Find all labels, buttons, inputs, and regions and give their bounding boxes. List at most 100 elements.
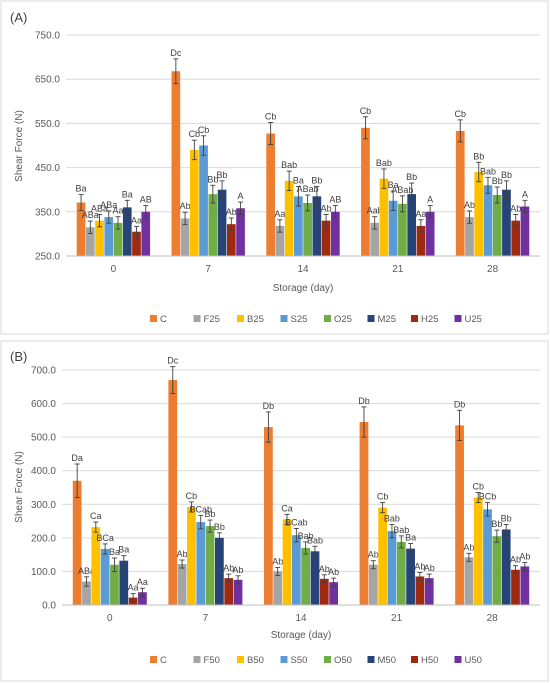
legend-label: S50 xyxy=(291,655,308,666)
bar xyxy=(199,145,208,256)
bar xyxy=(455,130,465,256)
legend-label: M25 xyxy=(378,314,396,325)
bar xyxy=(473,497,483,605)
panel-label: (B) xyxy=(10,349,27,364)
bar xyxy=(520,566,530,605)
bar-data-label: Bb xyxy=(492,176,503,186)
bar xyxy=(119,560,129,605)
bar xyxy=(263,427,273,605)
bar-data-label: Bab xyxy=(376,158,392,168)
y-tick-label: 250.0 xyxy=(35,252,60,263)
bar-data-label: ABab xyxy=(297,184,319,194)
bar xyxy=(387,531,397,605)
bar xyxy=(388,200,398,256)
bar xyxy=(501,529,511,605)
bar xyxy=(511,220,521,256)
y-tick-label: 650.0 xyxy=(35,75,60,86)
bar-data-label: ABa xyxy=(82,210,99,220)
bar xyxy=(329,582,339,605)
bar-data-label: ABa xyxy=(78,566,95,576)
bar-data-label: Ca xyxy=(90,511,102,521)
legend-label: U50 xyxy=(465,655,482,666)
bar-data-label: Ba xyxy=(118,545,129,555)
legend-label: O50 xyxy=(334,655,352,666)
legend-label: C xyxy=(160,655,167,666)
bar-data-label: Aa xyxy=(128,583,139,593)
bar xyxy=(171,71,181,256)
bar xyxy=(502,189,511,256)
bar xyxy=(168,380,178,605)
legend-swatch xyxy=(324,315,331,322)
bar xyxy=(72,480,82,605)
bar-data-label: Ab xyxy=(510,555,521,565)
y-tick-label: 0.0 xyxy=(42,601,56,612)
bar-data-label: Bb xyxy=(207,174,218,184)
bar xyxy=(187,506,196,605)
bar xyxy=(196,522,206,605)
x-tick-label: 21 xyxy=(392,264,404,275)
bar xyxy=(226,224,236,256)
bar-data-label: Ab xyxy=(272,556,283,566)
bar-data-label: Ab xyxy=(464,200,475,210)
bar-data-label: ABa xyxy=(100,200,117,210)
bar-data-label: Ab xyxy=(177,549,188,559)
x-axis-title: Storage (day) xyxy=(273,283,334,294)
bar xyxy=(91,527,101,605)
x-tick-label: 28 xyxy=(487,264,499,275)
bar xyxy=(177,564,187,605)
bar-data-label: Bb xyxy=(214,522,225,532)
bar-data-label: Ab xyxy=(414,561,425,571)
bar xyxy=(141,211,151,256)
bar xyxy=(465,217,474,256)
bar-data-label: Ca xyxy=(281,503,293,513)
legend-label: H25 xyxy=(421,314,438,325)
x-tick-label: 0 xyxy=(111,264,117,275)
bar xyxy=(398,203,407,256)
x-axis-title: Storage (day) xyxy=(271,630,332,641)
bar xyxy=(416,225,426,256)
bar xyxy=(520,206,530,256)
x-tick-label: 7 xyxy=(205,264,211,275)
x-tick-label: 14 xyxy=(295,613,307,624)
bar xyxy=(378,507,387,605)
bar-data-label: Aa xyxy=(113,206,124,216)
bar-data-label: Bb xyxy=(501,513,512,523)
bar-data-label: Aa xyxy=(415,209,426,219)
bar xyxy=(294,196,303,256)
y-tick-label: 550.0 xyxy=(35,119,60,130)
legend-swatch xyxy=(367,656,375,663)
bar-data-label: Aa xyxy=(137,577,148,587)
bar xyxy=(406,548,415,605)
bar xyxy=(236,208,245,256)
bar-data-label: BCab xyxy=(285,517,308,527)
bar-data-label: Ba xyxy=(388,180,399,190)
legend-label: H50 xyxy=(421,655,438,666)
bar xyxy=(275,225,285,256)
bar-data-label: AB xyxy=(140,195,152,205)
legend-swatch xyxy=(280,656,288,663)
legend-swatch xyxy=(193,315,201,322)
bar xyxy=(464,557,474,605)
bar-data-label: Bb xyxy=(311,176,322,186)
bar-data-label: Cb xyxy=(454,109,466,119)
y-tick-label: 100.0 xyxy=(31,567,56,578)
bar-data-label: Bab xyxy=(384,513,400,523)
bar-data-label: Ab xyxy=(233,565,244,575)
bar-data-label: Ab xyxy=(368,550,379,560)
bar-data-label: Ba xyxy=(405,533,416,543)
bar xyxy=(291,535,301,605)
bar-data-label: Cb xyxy=(377,492,389,502)
legend-swatch xyxy=(454,656,462,663)
legend-swatch xyxy=(193,656,201,663)
bar-data-label: Cb xyxy=(265,112,277,122)
bar xyxy=(132,231,141,256)
legend-label: B25 xyxy=(247,314,264,325)
y-tick-label: 400.0 xyxy=(31,466,56,477)
bar-data-label: Cb xyxy=(472,482,484,492)
bar xyxy=(483,509,492,605)
bar xyxy=(224,578,234,605)
bar xyxy=(396,541,406,605)
legend-label: B50 xyxy=(247,655,264,666)
bar-data-label: Bab xyxy=(307,535,323,545)
bar-data-label: Ab xyxy=(424,563,435,573)
